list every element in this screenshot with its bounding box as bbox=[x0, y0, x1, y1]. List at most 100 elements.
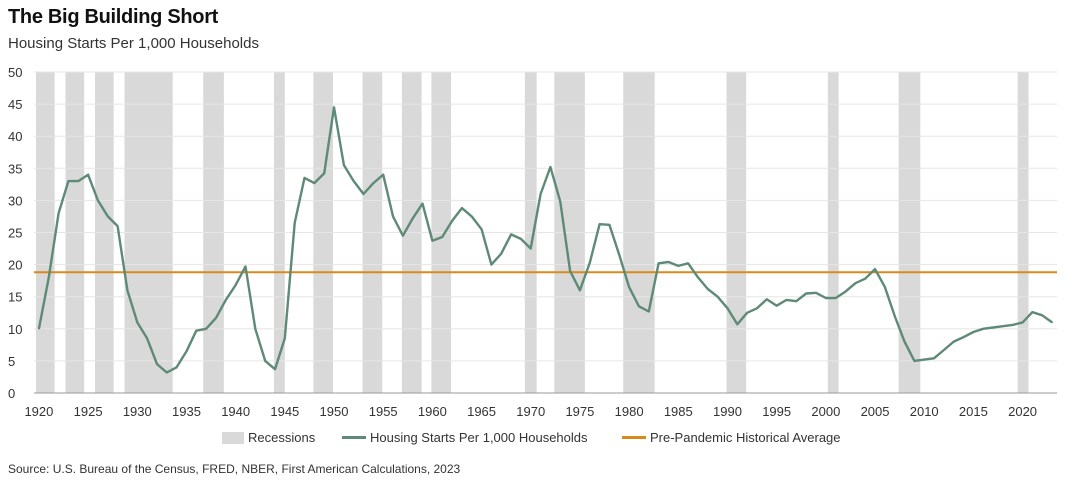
data-point-1993 bbox=[756, 307, 758, 310]
data-point-1988 bbox=[707, 288, 709, 290]
data-point-1922 bbox=[57, 212, 60, 215]
data-point-1920 bbox=[38, 328, 40, 330]
data-point-1951 bbox=[343, 164, 345, 166]
y-tick-label-30: 30 bbox=[8, 193, 22, 208]
data-point-1946 bbox=[293, 222, 296, 224]
data-point-1998 bbox=[805, 292, 807, 295]
y-tick-label-40: 40 bbox=[8, 129, 22, 144]
data-point-2000 bbox=[825, 297, 827, 299]
data-point-1997 bbox=[795, 300, 798, 302]
data-point-1977 bbox=[598, 223, 601, 225]
data-point-2014 bbox=[962, 336, 965, 338]
x-tick-label-1945: 1945 bbox=[270, 404, 299, 419]
chart-legend: Recessions Housing Starts Per 1,000 Hous… bbox=[0, 430, 1072, 450]
legend-label-recessions: Recessions bbox=[248, 430, 316, 445]
data-point-1982 bbox=[647, 310, 650, 313]
data-point-2017 bbox=[992, 326, 994, 329]
data-point-1990 bbox=[726, 307, 729, 310]
x-tick-label-1955: 1955 bbox=[369, 404, 398, 419]
data-point-2021 bbox=[1031, 311, 1034, 313]
data-point-1939 bbox=[225, 299, 227, 301]
recession-swatch-icon bbox=[222, 431, 244, 444]
data-point-1943 bbox=[264, 360, 266, 362]
data-point-1975 bbox=[579, 289, 581, 292]
data-point-2005 bbox=[874, 268, 876, 270]
data-point-1961 bbox=[441, 236, 444, 238]
y-tick-label-45: 45 bbox=[8, 97, 22, 112]
data-point-2008 bbox=[903, 340, 906, 343]
x-tick-label-1980: 1980 bbox=[615, 404, 644, 419]
x-tick-label-1985: 1985 bbox=[664, 404, 693, 419]
data-point-1927 bbox=[106, 215, 109, 218]
data-point-1972 bbox=[549, 166, 552, 168]
data-point-1950 bbox=[333, 106, 335, 109]
data-point-1956 bbox=[392, 215, 394, 218]
line-swatch-icon bbox=[342, 436, 366, 439]
data-point-1965 bbox=[480, 228, 483, 231]
data-point-1989 bbox=[716, 295, 719, 298]
data-point-1976 bbox=[588, 261, 591, 264]
data-point-1942 bbox=[254, 328, 257, 330]
data-point-1925 bbox=[87, 173, 89, 176]
data-point-1963 bbox=[461, 207, 463, 209]
data-point-1937 bbox=[205, 328, 207, 330]
data-point-2020 bbox=[1021, 321, 1024, 324]
data-point-1953 bbox=[362, 193, 365, 195]
data-point-1960 bbox=[431, 240, 434, 242]
data-point-1964 bbox=[470, 215, 473, 218]
data-point-1996 bbox=[785, 299, 788, 301]
legend-item-historical-average: Pre-Pandemic Historical Average bbox=[622, 430, 841, 445]
data-point-2007 bbox=[893, 315, 896, 317]
y-tick-label-20: 20 bbox=[8, 258, 22, 273]
x-tick-label-1960: 1960 bbox=[418, 404, 447, 419]
data-point-1931 bbox=[146, 337, 148, 340]
data-point-1948 bbox=[313, 182, 316, 184]
data-point-1992 bbox=[746, 311, 748, 314]
y-tick-label-50: 50 bbox=[8, 65, 22, 80]
data-point-1957 bbox=[402, 234, 404, 237]
data-point-1959 bbox=[421, 202, 424, 205]
data-point-1924 bbox=[77, 180, 80, 182]
data-point-1954 bbox=[372, 182, 375, 184]
data-point-1955 bbox=[382, 173, 384, 176]
x-tick-label-2005: 2005 bbox=[861, 404, 890, 419]
data-point-1968 bbox=[510, 233, 512, 236]
data-point-1962 bbox=[451, 220, 453, 222]
data-point-1941 bbox=[244, 265, 247, 268]
data-point-1981 bbox=[638, 305, 640, 308]
x-tick-label-1950: 1950 bbox=[320, 404, 349, 419]
data-point-1985 bbox=[677, 265, 680, 267]
data-point-1940 bbox=[234, 284, 237, 286]
x-tick-label-2015: 2015 bbox=[959, 404, 988, 419]
data-point-1947 bbox=[303, 177, 306, 179]
data-point-1987 bbox=[697, 276, 699, 279]
data-point-1938 bbox=[215, 317, 217, 319]
data-point-1945 bbox=[284, 337, 286, 340]
y-tick-label-0: 0 bbox=[8, 386, 15, 401]
y-tick-label-35: 35 bbox=[8, 161, 22, 176]
data-point-2022 bbox=[1041, 314, 1044, 317]
data-point-2006 bbox=[884, 286, 886, 288]
legend-label-housing-starts: Housing Starts Per 1,000 Households bbox=[370, 430, 588, 445]
chart-title: The Big Building Short bbox=[8, 6, 219, 28]
x-tick-label-2020: 2020 bbox=[1008, 404, 1037, 419]
x-tick-label-1925: 1925 bbox=[74, 404, 103, 419]
data-point-1979 bbox=[618, 254, 621, 256]
data-point-1929 bbox=[126, 289, 129, 292]
data-point-2002 bbox=[844, 290, 847, 293]
x-tick-label-1995: 1995 bbox=[762, 404, 791, 419]
data-point-2010 bbox=[923, 358, 926, 361]
data-point-1991 bbox=[736, 323, 739, 326]
data-point-1932 bbox=[156, 363, 158, 365]
series-line-0 bbox=[37, 106, 1053, 374]
x-tick-label-2010: 2010 bbox=[910, 404, 939, 419]
data-point-1999 bbox=[815, 292, 817, 294]
data-point-2016 bbox=[982, 328, 985, 330]
data-point-2015 bbox=[972, 331, 975, 333]
data-point-1995 bbox=[775, 304, 778, 307]
legend-item-recessions: Recessions bbox=[222, 430, 315, 445]
data-point-1936 bbox=[195, 329, 198, 332]
source-note: Source: U.S. Bureau of the Census, FRED,… bbox=[8, 462, 461, 476]
data-point-1921 bbox=[47, 276, 50, 279]
data-point-1944 bbox=[274, 368, 276, 371]
